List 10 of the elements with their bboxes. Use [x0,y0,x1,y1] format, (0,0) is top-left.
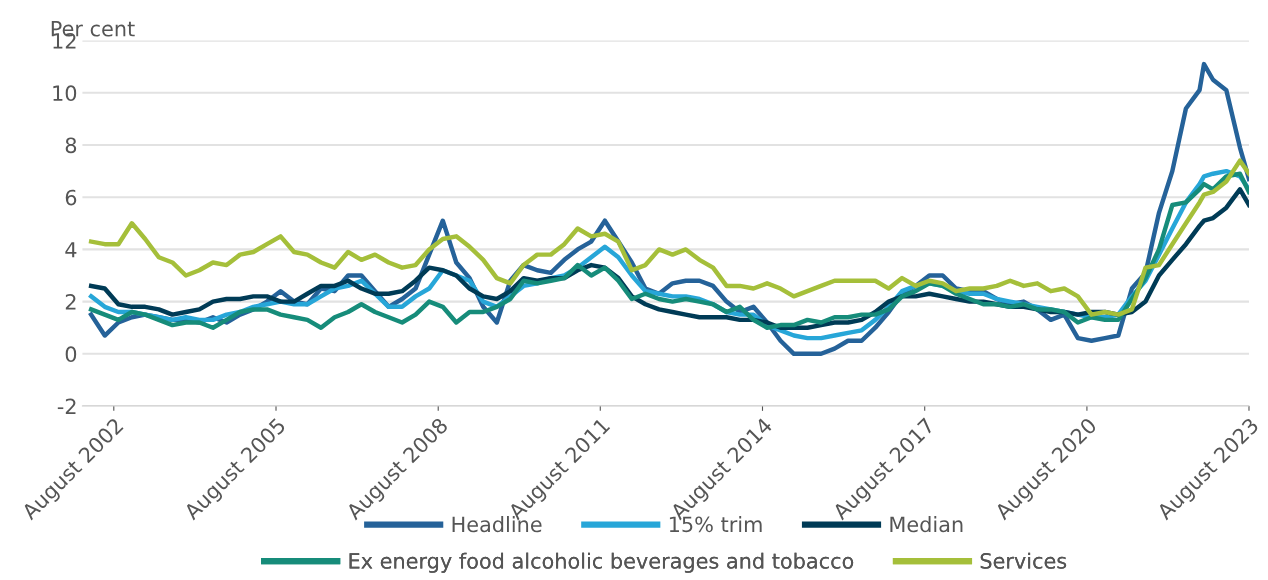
line-series [88,158,1249,317]
y-tick-label: 6 [65,189,77,206]
y-tick-label: 8 [65,137,77,154]
legend-label: Services [980,552,1067,569]
y-tick-label: 10 [53,85,77,102]
y-tick-label: 4 [65,242,77,258]
legend-label: Ex energy food alcoholic beverages and tobacco [349,552,854,573]
y-tick-label: 0 [65,346,77,363]
y-tick-label: 2 [65,294,76,310]
y-tick-label: -2 [57,398,76,414]
